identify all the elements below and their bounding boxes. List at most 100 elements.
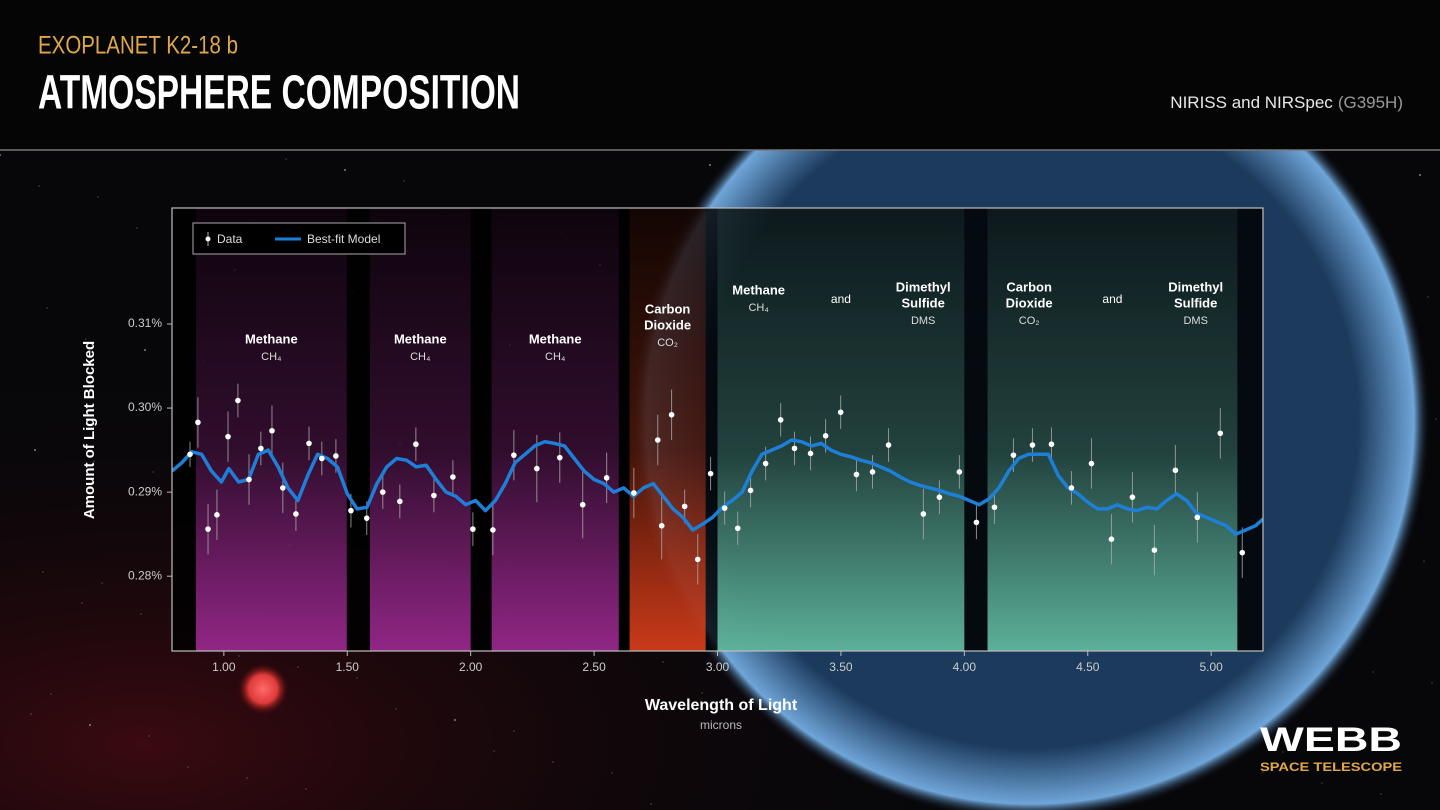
data-point	[1217, 430, 1224, 437]
model-line	[172, 438, 1263, 536]
molecule-formula: CO₂	[657, 337, 678, 349]
data-point	[280, 485, 286, 491]
data-point	[920, 511, 927, 517]
star	[1423, 560, 1425, 562]
star	[50, 693, 52, 695]
data-point	[762, 460, 769, 467]
star	[552, 761, 554, 763]
data-point	[869, 469, 876, 475]
data-point	[822, 433, 829, 439]
molecule-formula: CO₂	[1019, 315, 1040, 327]
molecule-name: Dimethyl	[896, 279, 951, 294]
data-point	[1088, 460, 1095, 467]
data-point	[777, 417, 784, 423]
star	[97, 196, 99, 198]
star	[513, 730, 515, 732]
legend: Data Best-fit Model	[192, 222, 406, 255]
star	[285, 158, 287, 160]
data-point	[973, 519, 980, 526]
star	[1427, 296, 1429, 298]
data-point	[379, 489, 386, 495]
y-tick-label: 0.29%	[128, 484, 162, 498]
data-point	[363, 515, 370, 521]
molecule-name: Carbon	[645, 301, 691, 316]
star	[403, 180, 405, 182]
star	[662, 661, 664, 663]
data-point	[707, 470, 714, 477]
star	[1262, 771, 1264, 773]
data-point	[791, 445, 798, 452]
data-point	[319, 455, 325, 462]
legend-label: Data	[217, 232, 243, 246]
data-point	[1151, 547, 1158, 553]
molecule-name: Methane	[245, 331, 298, 346]
molecule-name: Methane	[529, 331, 582, 346]
star	[356, 677, 358, 679]
data-point	[1108, 536, 1115, 542]
data-point	[1239, 549, 1246, 556]
star	[85, 338, 87, 340]
star	[0, 153, 2, 157]
red-star	[237, 663, 289, 715]
data-point	[603, 475, 610, 481]
y-tick-label: 0.28%	[128, 568, 162, 582]
molecule-name: Sulfide	[1174, 295, 1217, 310]
instrument-line: NIRISS and NIRSpec (G395H)	[1170, 93, 1403, 112]
y-axis-label: Amount of Light Blocked	[81, 341, 98, 519]
data-point	[936, 494, 943, 500]
x-tick-label: 1.00	[212, 660, 236, 674]
data-point	[246, 476, 252, 483]
data-point	[431, 492, 437, 499]
molecule-name: Carbon	[1006, 279, 1052, 294]
title: ATMOSPHERE COMPOSITION	[38, 67, 520, 120]
star	[33, 448, 37, 452]
data-point	[721, 505, 728, 511]
data-point	[1010, 452, 1017, 458]
regions: MethaneCH₄MethaneCH₄MethaneCH₄CarbonDiox…	[195, 208, 1238, 651]
data-point	[293, 511, 299, 517]
header-band	[0, 0, 1440, 150]
x-axis-unit: microns	[700, 718, 742, 732]
star	[30, 713, 32, 715]
data-point	[991, 504, 998, 511]
x-tick-label: 4.00	[953, 660, 977, 674]
marks	[172, 383, 1263, 585]
star	[701, 692, 703, 694]
star	[297, 666, 299, 668]
molecule-formula: CH₄	[748, 302, 769, 314]
conjunction: and	[1102, 292, 1122, 306]
x-tick-label: 2.00	[459, 660, 483, 674]
data-point	[511, 452, 517, 458]
star	[81, 602, 83, 604]
molecule-name: Sulfide	[902, 295, 945, 310]
star	[343, 168, 347, 172]
data-point	[658, 522, 665, 529]
data-point	[956, 469, 963, 475]
star	[88, 723, 92, 727]
molecule-formula: CH₄	[261, 351, 282, 363]
star	[1431, 682, 1433, 684]
star	[493, 750, 495, 752]
molecule-formula: CH₄	[545, 351, 566, 363]
band-region	[369, 208, 471, 651]
star	[148, 735, 150, 737]
data-point	[694, 556, 701, 563]
star	[132, 491, 134, 493]
star	[152, 471, 154, 473]
band-region	[491, 208, 619, 651]
data-point	[490, 527, 496, 533]
data-point	[534, 465, 540, 472]
data-point	[631, 490, 637, 496]
band-region	[717, 208, 965, 651]
y-tick-label: 0.30%	[128, 400, 162, 414]
x-tick-label: 4.50	[1076, 660, 1100, 674]
data-point	[348, 507, 354, 514]
data-point	[681, 503, 688, 510]
star	[143, 348, 147, 352]
star	[101, 582, 103, 584]
star	[46, 307, 48, 309]
star	[1435, 418, 1437, 420]
legend-dot	[205, 236, 211, 242]
kicker: EXOPLANET K2-18 b	[38, 32, 238, 60]
